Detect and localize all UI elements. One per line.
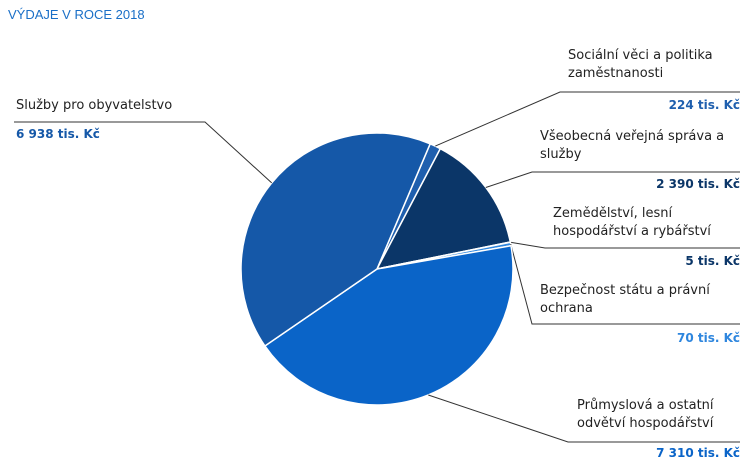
leader-line: [510, 241, 740, 249]
label-prumysl: Průmyslová a ostatní odvětví hospodářstv…: [577, 398, 714, 431]
label-bezpecnost: Bezpečnost státu a právní ochrana: [540, 283, 710, 316]
leader-line: [428, 394, 740, 443]
value-zemedelstvi: 5 tis. Kč: [685, 254, 740, 268]
leader-line: [510, 243, 740, 325]
slice-verejna-sprava[interactable]: [375, 147, 512, 271]
label-verejna-sprava: Všeobecná veřejná správa a služby: [540, 129, 725, 162]
label-zemedelstvi: Zemědělství, lesní hospodářství a rybářs…: [553, 206, 711, 239]
value-bezpecnost: 70 tis. Kč: [676, 331, 740, 345]
label-sluzby: Služby pro obyvatelstvo: [16, 98, 173, 113]
value-socialni: 224 tis. Kč: [668, 98, 740, 112]
leader-line: [14, 121, 273, 184]
slice-prumysl[interactable]: [263, 244, 514, 406]
value-verejna-sprava: 2 390 tis. Kč: [656, 177, 740, 191]
chart-title: VÝDAJE V ROCE 2018: [8, 7, 145, 22]
label-socialni: Sociální věci a politika zaměstnanosti: [568, 48, 713, 81]
slice-sluzby[interactable]: [240, 132, 432, 348]
leader-line: [485, 171, 740, 188]
value-prumysl: 7 310 tis. Kč: [656, 446, 740, 460]
value-sluzby: 6 938 tis. Kč: [16, 127, 100, 141]
leader-line: [435, 91, 740, 147]
